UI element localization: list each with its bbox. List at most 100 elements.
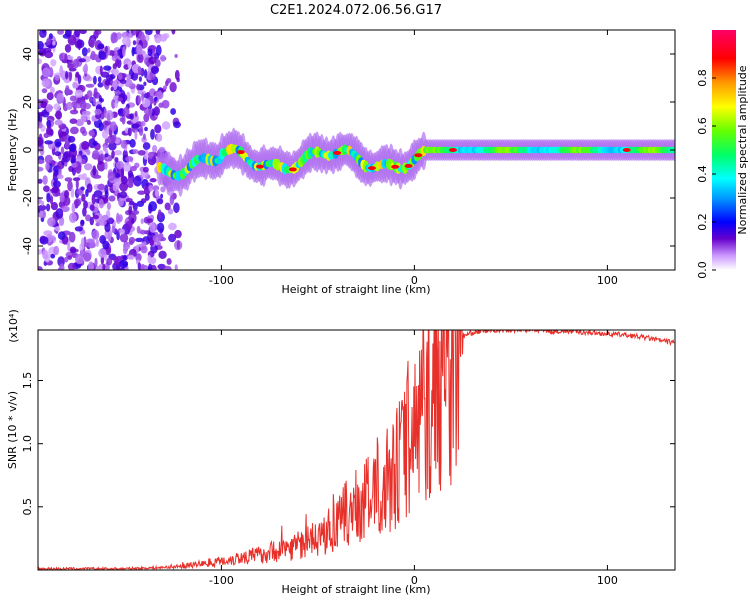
heatmap-cell [149,178,157,183]
heatmap-cell [92,165,97,176]
heatmap-cell [132,40,137,46]
heatmap-cell [110,86,114,92]
heatmap-cell [86,238,95,243]
heatmap-cell [148,88,156,98]
heatmap-cell [57,30,64,35]
heatmap-cell [138,125,144,136]
heatmap-cell [256,164,264,169]
heatmap-cell [136,200,145,207]
heatmap-cell [123,106,130,117]
heatmap-cell [55,208,64,219]
heatmap-cell [91,229,100,240]
heatmap-cell [41,88,48,94]
heatmap-cell [147,151,155,158]
heatmap-cell [156,133,163,142]
snr-frame [37,329,676,571]
heatmap-cell [52,172,59,182]
heatmap-cell [74,89,84,98]
snr-y-multiplier: (x10⁴) [7,309,20,343]
heatmap-cell [114,157,119,163]
heatmap-cell [122,246,128,255]
heatmap-cell [98,248,107,258]
heatmap-cell [39,148,45,156]
x-tick-label: 100 [597,274,618,287]
heatmap-cell [50,253,56,259]
heatmap-ticks: -100 0 100 -40 -20 0 20 40 [21,30,675,287]
heatmap-cell [39,236,49,245]
heatmap-cell [145,30,153,36]
heatmap-cell [117,72,123,80]
colorbar-tick-label: 0.6 [696,117,709,135]
heatmap-cell [161,121,171,130]
heatmap-cell [54,226,61,232]
heatmap-cell [91,193,96,205]
heatmap-cell [46,203,51,212]
heatmap-cell [174,264,178,270]
heatmap-cell [91,115,97,122]
heatmap-cell [106,217,115,225]
heatmap-cell [89,39,95,48]
heatmap-cell [102,240,110,250]
heatmap-cell [51,161,56,167]
heatmap-cell [404,163,413,168]
colorbar-label: Normalized spectral amplitude [736,65,749,234]
heatmap-cell [52,40,56,46]
heatmap-cell [66,101,73,110]
heatmap-cell [150,128,155,140]
heatmap-cell [72,81,78,89]
snr-x-axis-label: Height of straight line (km) [281,583,430,596]
y-tick-label: 0 [21,147,34,154]
heatmap-cell [98,122,104,132]
heatmap-cell [139,229,147,235]
y-tick-label: 1.0 [21,435,34,453]
heatmap-cell [142,133,146,140]
heatmap-cell [77,39,82,51]
heatmap-cell [94,257,98,268]
heatmap-cell [93,190,103,198]
heatmap-cell [67,63,74,69]
heatmap-cell [288,167,297,172]
heatmap-cell [80,114,87,123]
heatmap-cell [140,34,146,41]
heatmap-cell [137,95,141,105]
heatmap-cell [144,69,148,79]
heatmap-cell [236,150,245,155]
heatmap-cell [414,153,423,158]
heatmap-cell [147,48,153,57]
heatmap-cell [143,113,150,123]
heatmap-y-axis-label: Frequency (Hz) [6,109,19,192]
heatmap-cell [97,82,104,88]
heatmap-cell [60,205,70,213]
heatmap-cell [70,126,79,135]
heatmap-cell [83,163,93,171]
heatmap-cell [46,126,52,135]
heatmap-cell [88,96,93,102]
heatmap-cell [146,91,150,98]
heatmap-cell [146,218,154,224]
heatmap-cell [111,225,116,234]
heatmap-cell [78,58,87,63]
heatmap-cell [81,229,86,235]
heatmap-cell [88,129,95,137]
heatmap-cell [92,140,98,146]
heatmap-cell [132,149,139,154]
heatmap-cell [40,100,48,109]
heatmap-x-axis-label: Height of straight line (km) [281,283,430,296]
heatmap-cell [43,185,50,192]
heatmap-cell [59,192,65,203]
heatmap-cell [147,263,153,270]
heatmap-cell [173,121,181,129]
heatmap-cell [46,192,51,203]
heatmap-cell [101,214,109,222]
heatmap-cell [61,157,65,166]
heatmap-cell [119,259,129,269]
heatmap-cell [89,216,95,226]
heatmap-cell [64,190,70,199]
heatmap-cell [105,74,114,81]
heatmap-cell [50,202,59,211]
heatmap-cell [73,198,81,207]
heatmap-cell [38,159,45,165]
heatmap-cell [83,241,90,248]
heatmap-cell [54,112,61,118]
heatmap-cell [76,188,83,195]
